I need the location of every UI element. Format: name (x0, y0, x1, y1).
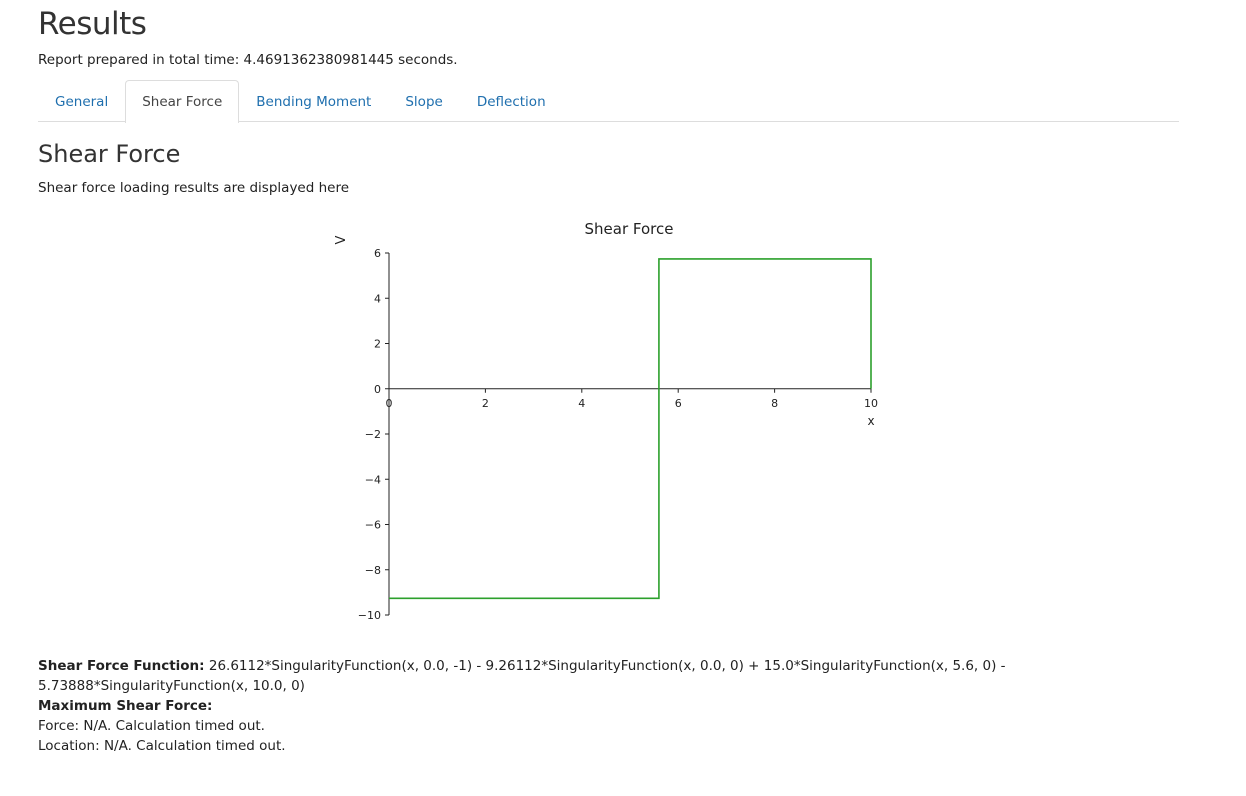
chart-y-axis-label: V (334, 235, 349, 244)
section-description: Shear force loading results are displaye… (38, 180, 350, 196)
page-title: Results (38, 6, 147, 42)
shear-force-function: Shear Force Function: 26.6112*Singularit… (38, 656, 1179, 696)
y-tick-label: −6 (365, 519, 381, 532)
chart-x-axis-label: x (867, 414, 874, 428)
results-tabs: General Shear Force Bending Moment Slope… (38, 80, 1179, 123)
function-value: 26.6112*SingularityFunction(x, 0.0, -1) … (38, 658, 1006, 694)
tab-bending-moment[interactable]: Bending Moment (256, 93, 372, 110)
max-location-text: Location: N/A. Calculation timed out. (38, 738, 286, 754)
tab-general[interactable]: General (55, 93, 109, 110)
y-tick-label: −4 (365, 473, 381, 486)
x-tick-label: 6 (675, 397, 682, 410)
y-tick-label: 0 (374, 383, 381, 396)
x-tick-label: 8 (771, 397, 778, 410)
report-time-text: Report prepared in total time: 4.4691362… (38, 52, 458, 68)
y-tick-label: 2 (374, 338, 381, 351)
shear-force-details: Shear Force Function: 26.6112*Singularit… (38, 656, 1179, 756)
y-tick-label: −10 (358, 609, 381, 622)
tab-deflection[interactable]: Deflection (476, 93, 546, 110)
y-tick-label: −2 (365, 428, 381, 441)
max-shear-label-text: Maximum Shear Force: (38, 698, 213, 714)
tab-slope[interactable]: Slope (405, 93, 443, 110)
shear-force-chart: Shear Force V x 6 4 2 0 −2 −4 −6 −8 −10 0 2 4 6 8 10 (334, 220, 878, 622)
max-shear-force-label: Maximum Shear Force: (38, 696, 1179, 716)
x-tick-label: 0 (386, 397, 393, 410)
shear-force-line (389, 258, 872, 600)
x-tick-label: 10 (864, 397, 878, 410)
tab-shear-force[interactable]: Shear Force (125, 80, 240, 123)
y-tick-label: 6 (374, 247, 381, 260)
chart-title: Shear Force (585, 220, 674, 238)
section-title: Shear Force (38, 140, 181, 168)
x-tick-label: 4 (578, 397, 585, 410)
y-tick-label: 4 (374, 292, 381, 305)
max-force-text: Force: N/A. Calculation timed out. (38, 718, 265, 734)
x-tick-label: 2 (482, 397, 489, 410)
function-label: Shear Force Function: (38, 658, 205, 674)
y-tick-label: −8 (365, 564, 381, 577)
